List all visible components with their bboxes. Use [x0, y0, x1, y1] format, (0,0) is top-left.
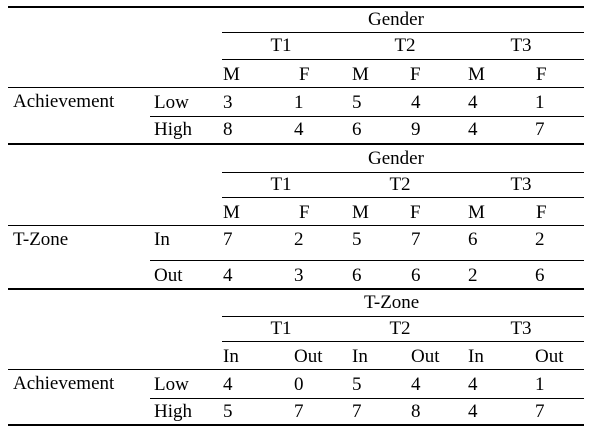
table1-sub-label: F — [299, 64, 310, 85]
table3-time-rule — [222, 341, 584, 342]
table1-group-rule — [222, 32, 584, 33]
table1-sub-label: F — [536, 64, 547, 85]
table2-sub-label: F — [536, 202, 547, 223]
table1-cell: 4 — [468, 119, 478, 140]
table2-time-label: T2 — [389, 174, 411, 195]
table1-cell: 1 — [294, 92, 304, 113]
table1-row-variable: Achievement — [13, 91, 115, 112]
table1-sub-label: M — [352, 64, 369, 85]
table1-cell: 4 — [411, 92, 421, 113]
table1-cell: 9 — [411, 119, 421, 140]
table1-sub-label: M — [468, 64, 485, 85]
table3-group-label: T-Zone — [364, 292, 420, 313]
table2-sub-label: M — [468, 202, 485, 223]
table3-cell: 1 — [535, 374, 545, 395]
table2-cell: 6 — [352, 265, 362, 286]
table2-cell: 6 — [468, 229, 478, 250]
table1-row-label: Low — [154, 92, 189, 113]
table3-sub-label: In — [468, 346, 484, 367]
table3-cell: 7 — [535, 401, 545, 422]
table3-cell: 7 — [294, 401, 304, 422]
table1-cell: 5 — [352, 92, 362, 113]
table1-cell: 1 — [535, 92, 545, 113]
table3-sub-label: Out — [411, 346, 440, 367]
table2-bottom-rule — [8, 288, 584, 290]
table2-time-label: T3 — [510, 174, 532, 195]
table3-sub-label: Out — [294, 346, 323, 367]
table3-cell: 8 — [411, 401, 421, 422]
table1-sub-label: M — [223, 64, 240, 85]
table3-row-rule — [150, 398, 584, 399]
table2-cell: 2 — [294, 229, 304, 250]
table3-cell: 4 — [468, 401, 478, 422]
table3-header-rule — [8, 369, 584, 370]
table3-bottom-rule — [8, 424, 584, 426]
table1-time-label: T1 — [270, 35, 292, 56]
table2-time-label: T1 — [270, 174, 292, 195]
table1-top-rule — [8, 6, 584, 8]
table2-cell: 2 — [468, 265, 478, 286]
table1-time-label: T2 — [394, 35, 416, 56]
table2-group-label: Gender — [368, 148, 424, 169]
table3-sub-label: Out — [535, 346, 564, 367]
table3-cell: 4 — [468, 374, 478, 395]
table1-bottom-rule — [8, 143, 584, 145]
table1-cell: 4 — [294, 119, 304, 140]
table3-time-label: T3 — [510, 318, 532, 339]
table3-sub-label: In — [352, 346, 368, 367]
table2-sub-label: F — [299, 202, 310, 223]
table1-cell: 3 — [223, 92, 233, 113]
table3-cell: 4 — [411, 374, 421, 395]
table1-cell: 7 — [535, 119, 545, 140]
table1-time-rule — [222, 59, 584, 60]
table1-header-rule — [8, 87, 584, 88]
table2-row-label: Out — [154, 265, 183, 286]
table1-cell: 8 — [223, 119, 233, 140]
table2-cell: 3 — [294, 265, 304, 286]
table2-row-variable: T-Zone — [13, 229, 69, 250]
table1-cell: 4 — [468, 92, 478, 113]
table2-header-rule — [8, 225, 584, 226]
table3-time-label: T2 — [389, 318, 411, 339]
table2-sub-label: M — [352, 202, 369, 223]
table3-row-label: High — [154, 401, 192, 422]
table1-group-label: Gender — [368, 9, 424, 30]
table2-row-rule — [150, 260, 584, 261]
table2-cell: 6 — [535, 265, 545, 286]
table2-cell: 2 — [535, 229, 545, 250]
table3-row-variable: Achievement — [13, 373, 115, 394]
table1-cell: 6 — [352, 119, 362, 140]
table2-sub-label: M — [223, 202, 240, 223]
table2-row-label: In — [154, 229, 170, 250]
table3-row-label: Low — [154, 374, 189, 395]
table2-cell: 5 — [352, 229, 362, 250]
table1-sub-label: F — [410, 64, 421, 85]
table1-row-label: High — [154, 119, 192, 140]
table3-cell: 5 — [352, 374, 362, 395]
table1-row-rule — [150, 116, 584, 117]
table3-cell: 0 — [294, 374, 304, 395]
table2-cell: 7 — [411, 229, 421, 250]
table3-cell: 4 — [223, 374, 233, 395]
table3-cell: 7 — [352, 401, 362, 422]
table3-cell: 5 — [223, 401, 233, 422]
table1-time-label: T3 — [510, 35, 532, 56]
table2-sub-label: F — [410, 202, 421, 223]
table2-cell: 4 — [223, 265, 233, 286]
table3-sub-label: In — [223, 346, 239, 367]
table3-group-rule — [222, 316, 584, 317]
table2-cell: 6 — [411, 265, 421, 286]
table2-time-rule — [222, 197, 584, 198]
table2-cell: 7 — [223, 229, 233, 250]
table3-time-label: T1 — [270, 318, 292, 339]
table2-group-rule — [222, 172, 584, 173]
